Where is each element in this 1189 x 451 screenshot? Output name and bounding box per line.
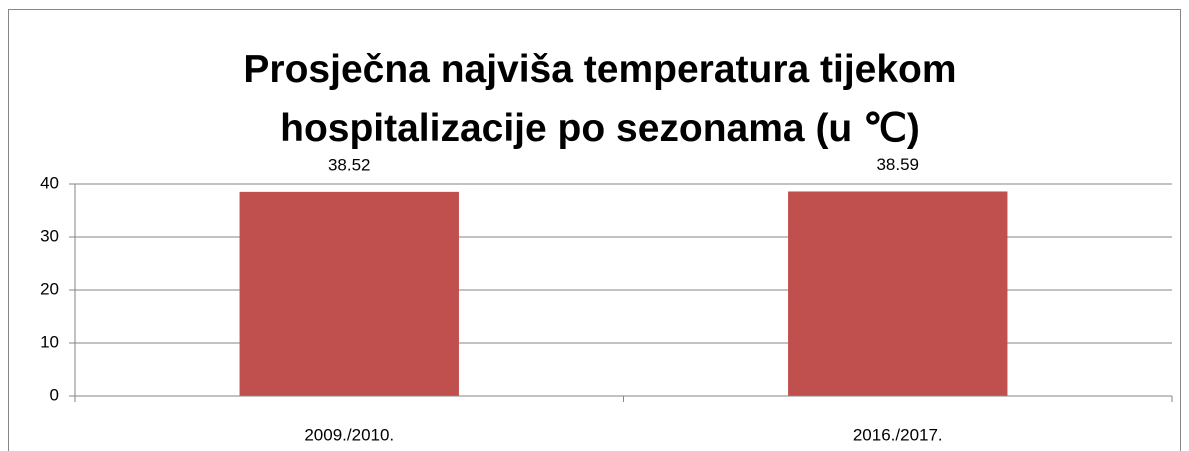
bar: [239, 191, 459, 396]
data-label: 38.59: [876, 155, 919, 174]
bar: [788, 191, 1008, 396]
data-label: 38.52: [328, 155, 371, 174]
y-tick-label: 20: [40, 279, 59, 298]
y-tick-label: 40: [40, 173, 59, 192]
x-tick-label: 2009./2010.: [304, 425, 394, 444]
y-tick-label: 30: [40, 226, 59, 245]
x-tick-label: 2016./2017.: [853, 425, 943, 444]
y-tick-label: 0: [50, 385, 59, 404]
y-tick-label: 10: [40, 332, 59, 351]
chart-title: Prosječna najviša temperatura tijekom ho…: [243, 48, 957, 150]
chart-border: [8, 9, 1181, 451]
